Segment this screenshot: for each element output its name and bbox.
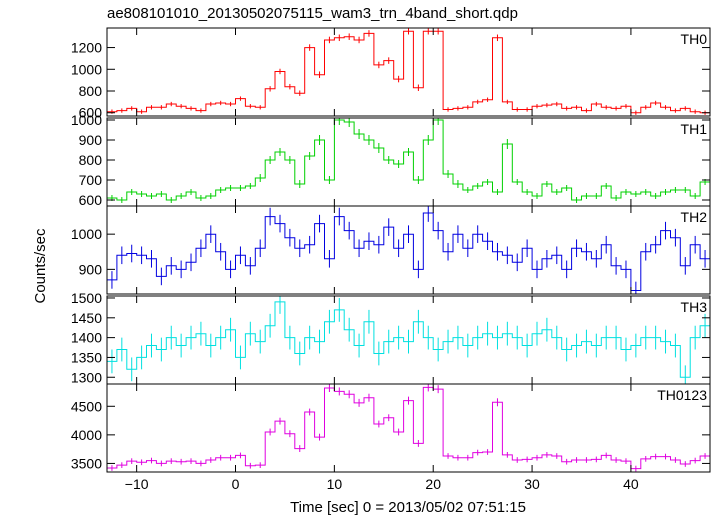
y-tick-label: 1300: [71, 369, 102, 385]
panel-frame: [106, 117, 711, 207]
panel-frame: [106, 383, 711, 473]
panel-th0: 600 800 1000 1200 TH0: [71, 27, 711, 121]
y-tick-label: 800: [79, 83, 103, 99]
y-tick-label: 1000: [71, 61, 102, 77]
x-tick-label: 10: [327, 476, 343, 492]
panel-frame: [106, 27, 711, 117]
y-tick-label: 600: [79, 105, 103, 121]
y-tick-label: 900: [79, 132, 103, 148]
panel-label: TH3: [681, 299, 708, 315]
y-tick-label: 1350: [71, 349, 102, 365]
y-tick-label: 1000: [71, 226, 102, 242]
panel-th0123: 3500 4000 4500 TH0123: [71, 383, 711, 473]
series-th3: [107, 296, 710, 384]
series-line: [107, 301, 710, 378]
series-th1: [107, 118, 710, 203]
x-tick-label: 40: [623, 476, 639, 492]
series-th0: [107, 28, 710, 115]
y-tick-label: 4000: [71, 427, 102, 443]
series-line: [107, 212, 710, 291]
y-tick-label: 1450: [71, 310, 102, 326]
panel-th3: 1300 1350 1400 1450 1500 TH3: [71, 290, 711, 385]
series-line: [107, 30, 710, 114]
y-tick-label: 700: [79, 172, 103, 188]
y-tick-label: 1500: [71, 290, 102, 306]
x-tick-label: −10: [125, 476, 149, 492]
panel-label: TH0: [681, 31, 708, 47]
y-tick-label: 1400: [71, 330, 102, 346]
y-axis-label: Counts/sec: [32, 228, 49, 304]
x-axis-label: Time [sec] 0 = 2013/05/02 07:51:15: [290, 499, 526, 516]
panel-th2: 900 1000 TH2: [71, 205, 711, 295]
y-tick-label: 1200: [71, 40, 102, 56]
series-line: [107, 119, 710, 201]
series-th0123: [107, 384, 710, 472]
y-tick-label: 1000: [71, 112, 102, 128]
y-tick-label: 3500: [71, 455, 102, 471]
panel-label: TH2: [681, 209, 708, 225]
y-tick-label: 600: [79, 192, 103, 208]
x-axis: −10 0 10 20 30 40: [125, 476, 639, 492]
panel-label: TH1: [681, 121, 708, 137]
x-tick-label: 20: [425, 476, 441, 492]
chart-title: ae808101010_20130502075115_wam3_trn_4ban…: [107, 5, 518, 22]
panel-label: TH0123: [657, 387, 707, 403]
x-tick-label: 0: [232, 476, 240, 492]
series-th2: [107, 206, 710, 294]
y-tick-label: 800: [79, 152, 103, 168]
y-tick-label: 900: [79, 261, 103, 277]
panel-frame: [106, 205, 711, 295]
x-tick-label: 30: [524, 476, 540, 492]
panel-th1: 600 700 800 900 1000 TH1: [71, 112, 711, 208]
y-tick-label: 4500: [71, 398, 102, 414]
panels-group: 600 800 1000 1200 TH0 600 700 800 900 1000 TH1 900 1…: [71, 27, 711, 473]
